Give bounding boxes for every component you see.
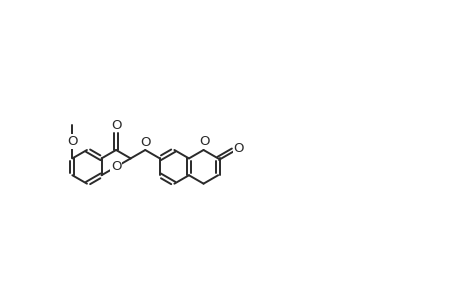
Text: O: O	[140, 136, 150, 149]
Text: O: O	[67, 135, 78, 148]
Text: O: O	[233, 142, 244, 155]
Text: O: O	[199, 135, 209, 148]
Text: O: O	[111, 119, 121, 132]
Text: O: O	[111, 160, 121, 173]
